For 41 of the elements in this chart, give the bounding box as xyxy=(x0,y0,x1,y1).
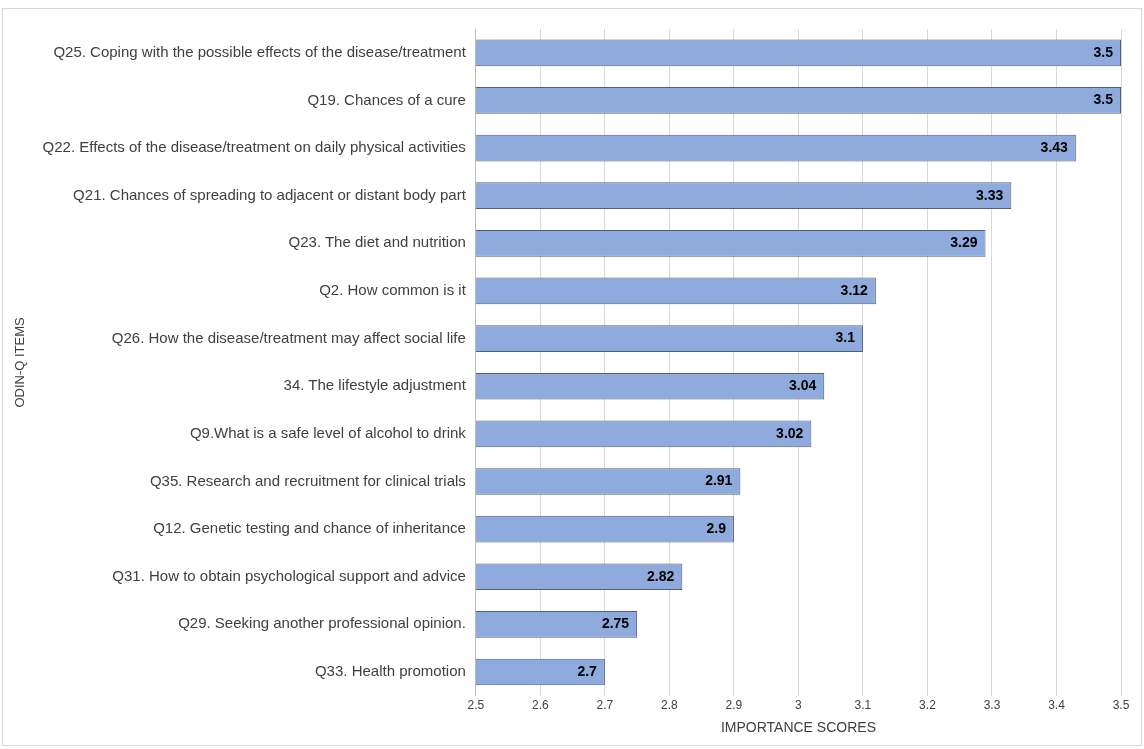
y-tick-label: Q26. How the disease/treatment may affect social life xyxy=(111,328,466,346)
y-tick-label: Q29. Seeking another professional opinion. xyxy=(178,614,466,632)
data-label: 3.12 xyxy=(840,281,869,298)
data-label: 2.7 xyxy=(577,662,598,679)
y-tick-label: Q12. Genetic testing and chance of inheritance xyxy=(153,519,466,537)
x-tick-label: 2.9 xyxy=(725,698,743,713)
data-label: 2.91 xyxy=(705,472,733,489)
x-tick-label: 3.3 xyxy=(983,698,1001,713)
y-tick-label: 34. The lifestyle adjustment xyxy=(283,376,467,394)
data-label: 3.43 xyxy=(1040,138,1069,155)
y-tick-label: Q21. Chances of spreading to adjacent or distant body part xyxy=(73,185,467,203)
data-label: 2.82 xyxy=(647,567,675,584)
data-label: 3.5 xyxy=(1093,43,1114,60)
data-label: 3.5 xyxy=(1093,91,1114,108)
x-axis-title: IMPORTANCE SCORES xyxy=(720,719,876,736)
x-tick-label: 2.5 xyxy=(467,698,485,713)
y-tick-label: Q23. The diet and nutrition xyxy=(288,233,466,251)
y-tick-label: Q9.What is a safe level of alcohol to drink xyxy=(189,423,467,441)
x-tick-label: 2.7 xyxy=(596,698,614,713)
data-label: 3.04 xyxy=(788,377,817,394)
y-axis-title: ODIN-Q ITEMS xyxy=(12,316,28,408)
x-tick-label: 3.5 xyxy=(1112,698,1130,713)
data-label: 3.29 xyxy=(950,234,978,251)
y-tick-label: Q25. Coping with the possible effects of the disease/treatment xyxy=(53,42,467,60)
data-label: 3.33 xyxy=(976,186,1004,203)
x-tick-label: 3.2 xyxy=(919,698,937,713)
data-label: 3.1 xyxy=(835,329,856,346)
y-tick-label: Q2. How common is it xyxy=(319,281,467,299)
y-tick-label: Q19. Chances of a cure xyxy=(307,90,466,108)
y-tick-label: Q22. Effects of the disease/treatment on daily physical activities xyxy=(42,138,466,156)
data-label: 2.75 xyxy=(601,615,630,632)
data-label: 3.02 xyxy=(776,424,804,441)
data-label: 2.9 xyxy=(706,519,727,536)
y-tick-label: Q35. Research and recruitment for clinical trials xyxy=(149,471,466,489)
y-tick-label: Q31. How to obtain psychological support and advice xyxy=(112,566,466,584)
y-tick-label: Q33. Health promotion xyxy=(314,662,466,680)
x-tick-label: 2.6 xyxy=(532,698,550,713)
x-tick-label: 2.8 xyxy=(661,698,679,713)
x-tick-label: 3.4 xyxy=(1048,698,1066,713)
x-tick-label: 3.1 xyxy=(854,698,872,713)
x-tick-label: 3 xyxy=(795,698,803,713)
